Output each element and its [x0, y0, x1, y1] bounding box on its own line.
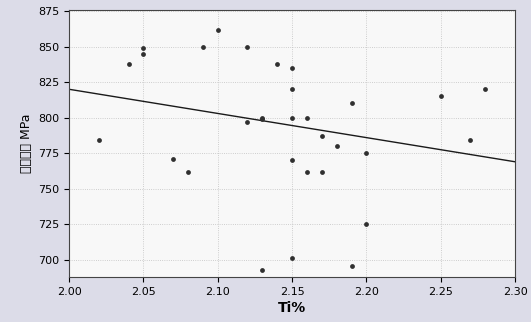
Point: [318, 134, 326, 139]
Point: [362, 222, 371, 227]
Point: [288, 256, 296, 261]
Point: [243, 119, 252, 125]
Point: [139, 51, 148, 56]
Point: [258, 267, 267, 272]
Point: [288, 158, 296, 163]
Point: [288, 115, 296, 120]
Point: [481, 87, 490, 92]
Point: [303, 115, 311, 120]
Point: [199, 44, 207, 49]
Point: [139, 45, 148, 51]
Point: [273, 61, 281, 66]
Point: [288, 87, 296, 92]
Point: [332, 144, 341, 149]
Point: [466, 138, 475, 143]
Point: [318, 169, 326, 174]
Point: [95, 138, 103, 143]
Point: [436, 94, 445, 99]
Point: [303, 169, 311, 174]
X-axis label: Ti%: Ti%: [278, 301, 306, 315]
Point: [288, 65, 296, 71]
Point: [258, 117, 267, 122]
Point: [124, 61, 133, 66]
Point: [213, 27, 222, 32]
Y-axis label: 屈服强度 MPa: 屈服强度 MPa: [20, 114, 32, 173]
Point: [169, 156, 177, 162]
Point: [347, 263, 356, 268]
Point: [347, 101, 356, 106]
Point: [258, 115, 267, 120]
Point: [243, 44, 252, 49]
Point: [184, 169, 192, 174]
Point: [362, 151, 371, 156]
